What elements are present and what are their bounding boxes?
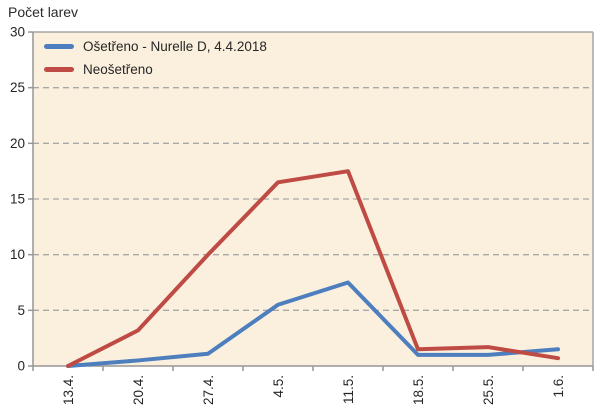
series-line-treated (66, 280, 560, 368)
x-tick-label-25-5-: 25.5. (481, 375, 496, 405)
x-tick-label-20-4-: 20.4. (131, 375, 146, 405)
x-tick-label-1-6-: 1.6. (551, 375, 566, 398)
legend-label-untreated: Neošetřeno (83, 61, 153, 77)
y-tick-label-20: 20 (10, 136, 25, 151)
legend-item-untreated: Neošetřeno (44, 59, 267, 79)
legend-item-treated: Ošetřeno - Nurelle D, 4.4.2018 (44, 36, 267, 56)
legend-label-treated: Ošetřeno - Nurelle D, 4.4.2018 (83, 38, 267, 54)
x-tick-label-13-4-: 13.4. (61, 375, 76, 405)
y-tick-label-0: 0 (17, 359, 25, 374)
legend-swatch-untreated (44, 66, 74, 72)
y-tick-label-25: 25 (10, 80, 25, 95)
x-tick-label-27-4-: 27.4. (201, 375, 216, 405)
y-axis-title: Počet larev (8, 4, 79, 20)
legend-swatch-treated (44, 43, 74, 49)
y-tick-label-30: 30 (10, 25, 25, 40)
y-tick-label-10: 10 (10, 247, 25, 262)
y-tick-label-5: 5 (17, 303, 25, 318)
legend: Ošetřeno - Nurelle D, 4.4.2018 Neošetřen… (44, 36, 267, 79)
x-tick-label-11-5-: 11.5. (341, 375, 356, 404)
y-tick-label-15: 15 (10, 192, 25, 207)
series-line-untreated (66, 169, 560, 368)
x-tick-label-18-5-: 18.5. (411, 375, 426, 405)
x-tick-label-4-5-: 4.5. (271, 375, 286, 398)
